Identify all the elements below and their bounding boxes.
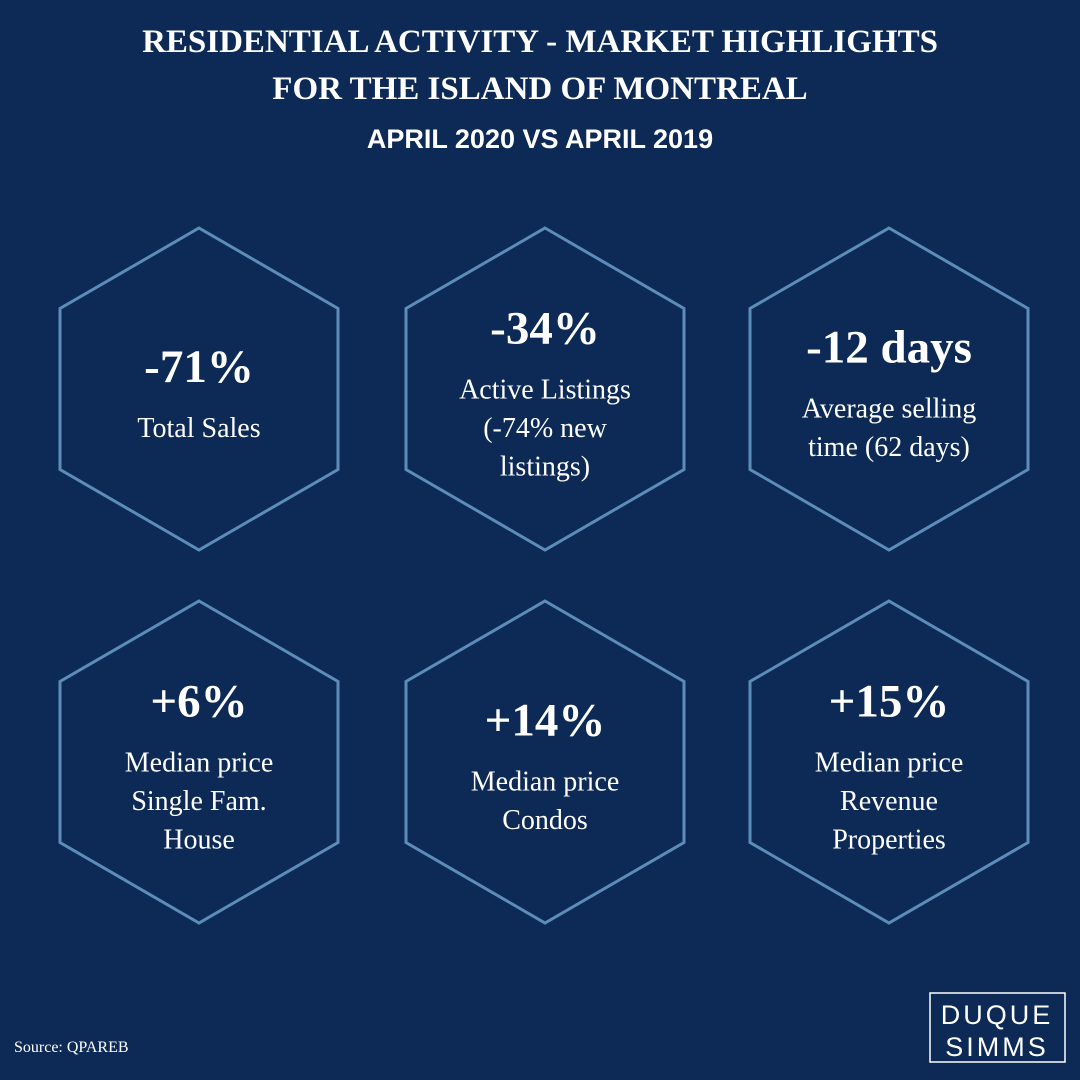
- hexagon: [58, 226, 340, 552]
- title-line: FOR THE ISLAND OF MONTREAL: [272, 71, 807, 107]
- stat-label: Median price: [125, 747, 274, 778]
- logo-text: SIMMS: [945, 1032, 1049, 1062]
- hexagon: [58, 599, 340, 925]
- stat-label: Active Listings: [459, 374, 631, 405]
- stat-label: (-74% new: [483, 413, 607, 444]
- hexagon: [748, 599, 1030, 925]
- stat-label: Total Sales: [137, 413, 260, 444]
- logo-box: [929, 992, 1066, 1063]
- stat: +15%: [829, 675, 950, 727]
- stat-label: Revenue: [840, 786, 938, 817]
- stat-label: Properties: [832, 824, 946, 855]
- stat: -34%: [490, 302, 600, 354]
- stat-label: Median price: [471, 767, 620, 798]
- hexagon: [404, 599, 686, 925]
- stat: -12 days: [806, 322, 972, 374]
- stat-label: House: [163, 824, 235, 855]
- stat: +6%: [150, 675, 247, 727]
- hexagon: [404, 226, 686, 552]
- hexagon: [748, 226, 1030, 552]
- logo-text: DUQUE: [941, 1000, 1054, 1030]
- stat-label: Average selling: [802, 394, 976, 425]
- stat: +14%: [485, 695, 606, 747]
- subtitle: APRIL 2020 VS APRIL 2019: [367, 124, 713, 154]
- stat-label: listings): [500, 451, 590, 482]
- source: Source: QPAREB: [14, 1039, 129, 1056]
- stat-label: time (62 days): [808, 432, 970, 463]
- title-line: RESIDENTIAL ACTIVITY - MARKET HIGHLIGHTS: [142, 24, 938, 60]
- stat-label: Median price: [815, 747, 964, 778]
- tiles: -71% Total Sales -34% Active Listings (-74% …: [58, 226, 1030, 925]
- stat: -71%: [144, 341, 254, 393]
- stat-label: Single Fam.: [131, 786, 266, 817]
- stat-label: Condos: [502, 805, 588, 836]
